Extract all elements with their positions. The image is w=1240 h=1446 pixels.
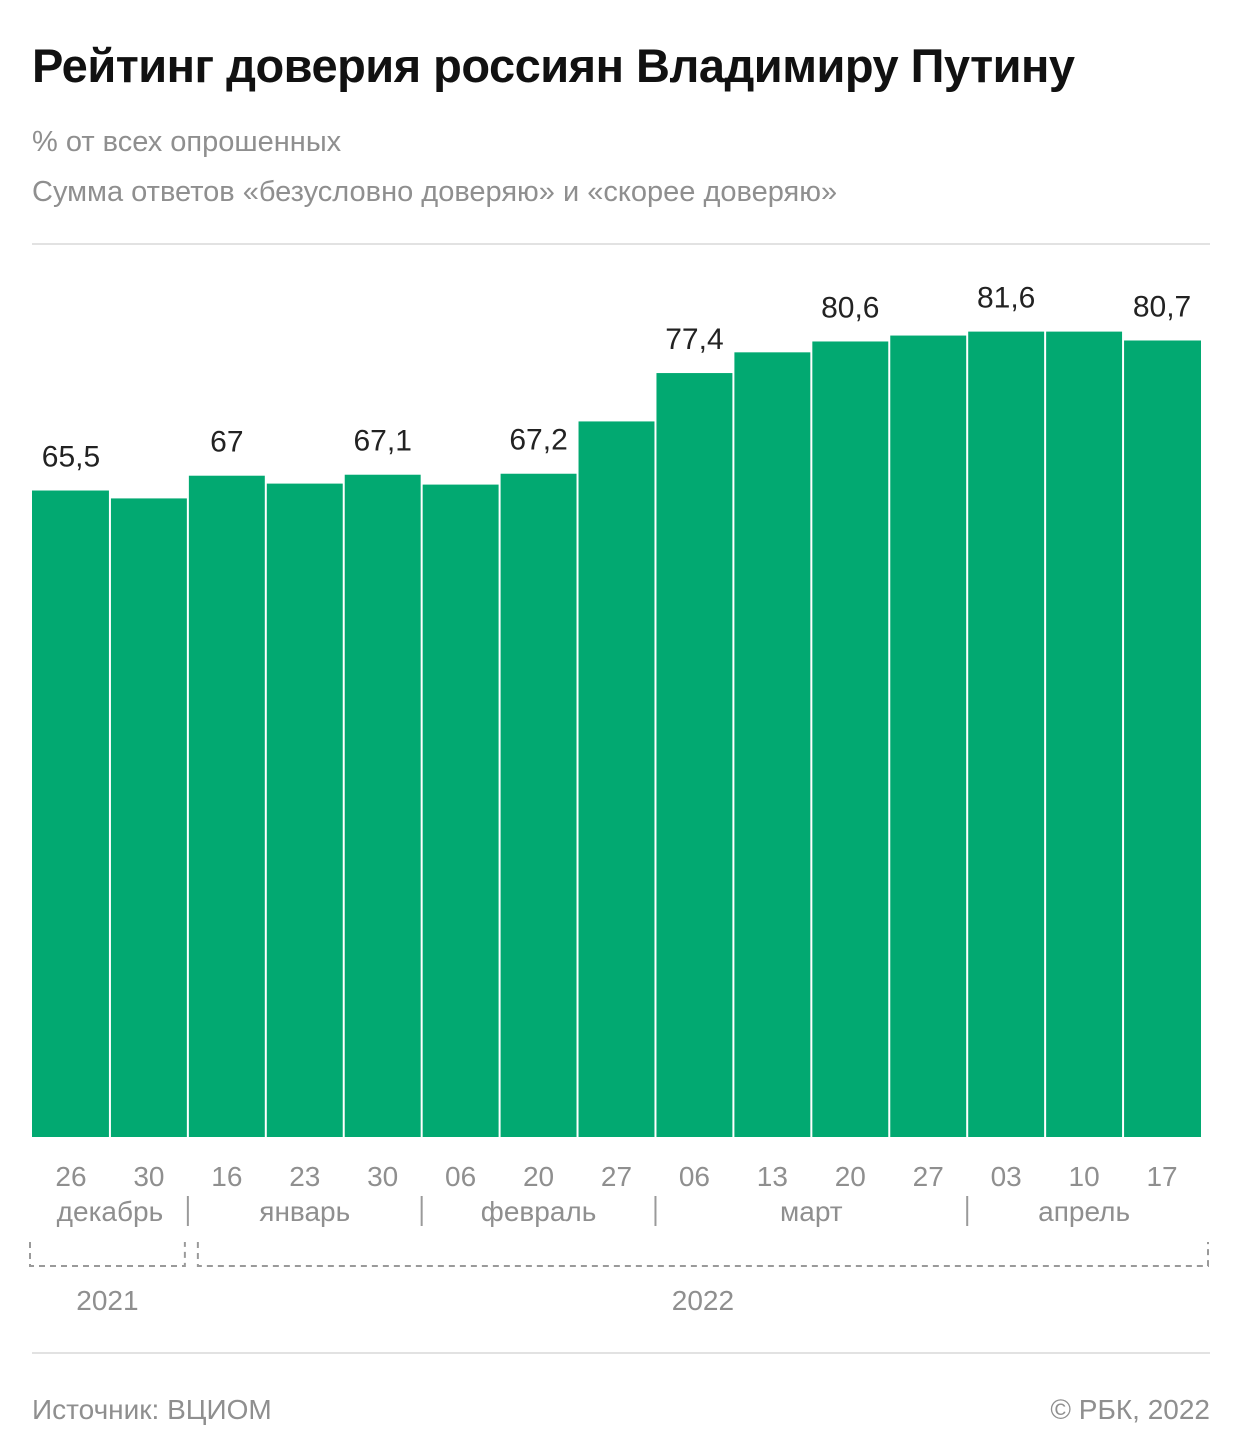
data-label: 67 — [210, 426, 243, 459]
x-tick-label: 20 — [523, 1161, 554, 1192]
bar — [1046, 331, 1123, 1137]
year-bracket — [196, 1242, 1209, 1267]
x-tick-label: 06 — [445, 1161, 476, 1192]
x-tick-label: 30 — [133, 1161, 164, 1192]
x-tick-label: 23 — [289, 1161, 320, 1192]
bar — [500, 473, 577, 1138]
bar — [32, 490, 109, 1137]
bar — [656, 373, 733, 1137]
x-tick-label: 27 — [913, 1161, 944, 1192]
bar — [890, 335, 967, 1137]
bar — [734, 352, 811, 1138]
month-label: февраль — [481, 1196, 597, 1227]
year-bracket — [29, 1242, 186, 1267]
x-tick-label: 10 — [1069, 1161, 1100, 1192]
source-note: Источник: ВЦИОМ — [32, 1394, 272, 1425]
chart-title: Рейтинг доверия россиян Владимиру Путину — [32, 39, 1075, 92]
bar — [578, 421, 655, 1137]
bar — [344, 474, 421, 1137]
x-tick-label: 26 — [55, 1161, 86, 1192]
bar — [422, 484, 499, 1137]
month-label: март — [780, 1196, 843, 1227]
bottom-divider — [32, 1352, 1210, 1354]
x-tick-label: 13 — [757, 1161, 788, 1192]
chart-subtitle-description: Сумма ответов «безусловно доверяю» и «ск… — [32, 176, 838, 208]
bar — [266, 483, 343, 1138]
bar — [812, 341, 889, 1137]
month-label: январь — [259, 1196, 350, 1227]
data-label: 80,6 — [821, 291, 879, 324]
year-label: 2022 — [672, 1285, 734, 1316]
x-tick-label: 06 — [679, 1161, 710, 1192]
x-tick-label: 27 — [601, 1161, 632, 1192]
x-tick-label: 03 — [991, 1161, 1022, 1192]
year-label: 2021 — [76, 1285, 138, 1316]
data-label: 65,5 — [42, 441, 100, 474]
x-tick-label: 30 — [367, 1161, 398, 1192]
x-tick-label: 17 — [1146, 1161, 1177, 1192]
top-divider — [32, 243, 1210, 245]
x-tick-label: 20 — [835, 1161, 866, 1192]
bar — [110, 498, 187, 1137]
data-label: 80,7 — [1133, 290, 1191, 323]
x-tick-label: 16 — [211, 1161, 242, 1192]
bar — [1124, 340, 1201, 1138]
data-label: 67,2 — [509, 424, 567, 457]
data-label: 77,4 — [665, 323, 723, 356]
month-label: декабрь — [57, 1196, 164, 1227]
bar — [968, 331, 1045, 1137]
month-label: апрель — [1038, 1196, 1130, 1227]
bar — [188, 475, 265, 1138]
data-label: 81,6 — [977, 282, 1035, 315]
chart-subtitle-units: % от всех опрошенных — [32, 126, 342, 158]
data-label: 67,1 — [354, 425, 412, 458]
copyright-note: © РБК, 2022 — [1050, 1394, 1210, 1425]
